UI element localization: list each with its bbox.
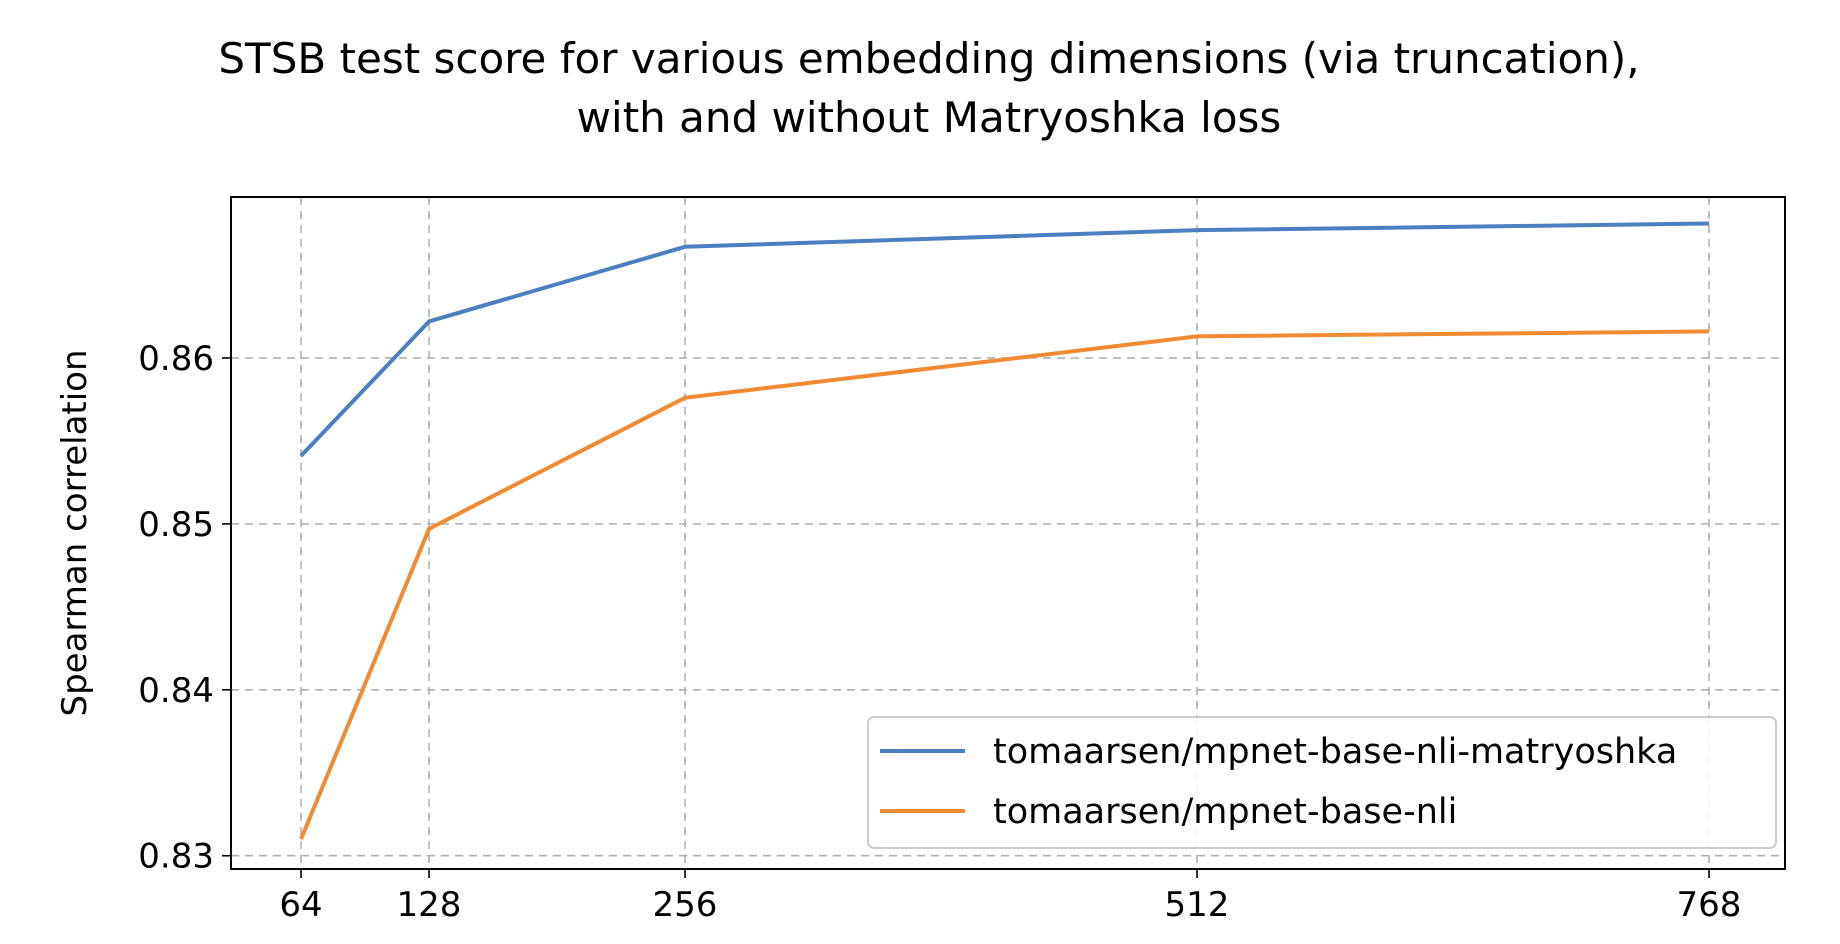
x-axis: 64 128 256 512 768 [279, 869, 1741, 925]
y-axis: 0.83 0.84 0.85 0.86 [138, 339, 231, 877]
legend-label-base-nli: tomaarsen/mpnet-base-nli [993, 792, 1457, 832]
x-tick-label: 64 [279, 885, 322, 925]
chart-title-line-2: with and without Matryoshka loss [577, 93, 1282, 142]
legend-label-matryoshka: tomaarsen/mpnet-base-nli-matryoshka [993, 732, 1677, 772]
x-tick-label: 256 [653, 885, 718, 925]
series-lines [299, 221, 1710, 840]
y-axis-label: Spearman correlation [55, 349, 95, 716]
x-tick-label: 512 [1165, 885, 1230, 925]
legend: tomaarsen/mpnet-base-nli-matryoshka toma… [867, 716, 1777, 849]
series-line-0 [299, 221, 1710, 458]
chart-title-line-1: STSB test score for various embedding di… [218, 34, 1639, 83]
y-tick-label: 0.83 [138, 837, 214, 877]
y-tick-label: 0.84 [138, 671, 214, 711]
x-tick-label: 768 [1677, 885, 1742, 925]
y-tick-label: 0.86 [138, 339, 214, 379]
legend-box [867, 716, 1777, 849]
y-tick-label: 0.85 [138, 505, 214, 545]
x-tick-label: 128 [397, 885, 462, 925]
plot-area-frame [230, 196, 1786, 870]
